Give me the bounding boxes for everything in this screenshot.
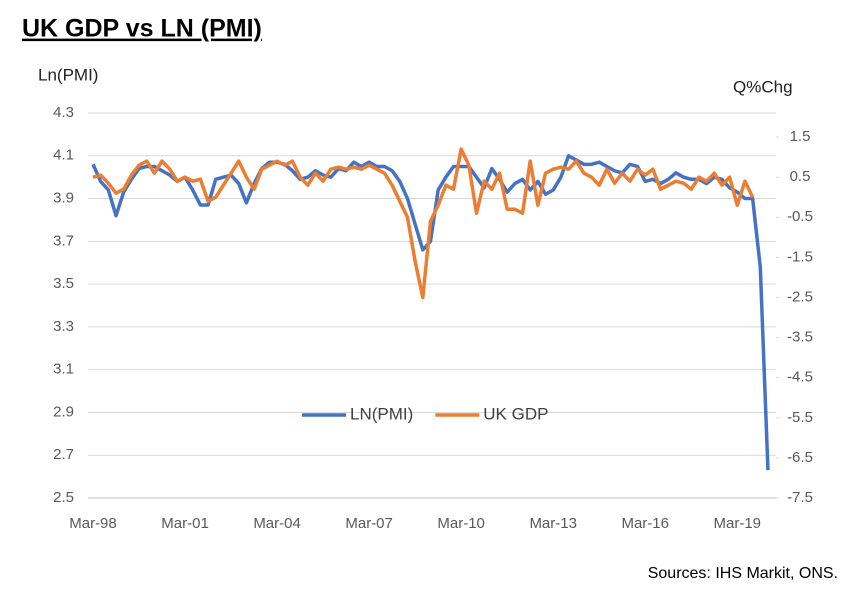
y2-tick-label: -7.5 xyxy=(787,489,813,506)
source-note: Sources: IHS Markit, ONS. xyxy=(648,565,838,582)
x-tick-label: Mar-10 xyxy=(437,515,485,532)
y2-tick-label: 1.5 xyxy=(790,128,811,145)
y-tick-label: 3.5 xyxy=(53,275,74,292)
series-line xyxy=(91,154,770,471)
y-tick-label: 3.9 xyxy=(53,190,74,207)
y2-tick-label: -1.5 xyxy=(787,248,813,265)
y2-axis-title: Q%Chg xyxy=(733,77,793,96)
chart-title: UK GDP vs LN (PMI) xyxy=(22,15,262,43)
x-tick-label: Mar-01 xyxy=(161,515,209,532)
y2-tick-label: -2.5 xyxy=(787,288,813,305)
y-tick-label: 3.1 xyxy=(53,361,74,378)
x-tick-label: Mar-16 xyxy=(621,515,669,532)
legend-label: LN(PMI) xyxy=(350,404,413,423)
y2-tick-label: -3.5 xyxy=(787,329,813,346)
series-line xyxy=(92,147,755,300)
x-tick-label: Mar-13 xyxy=(529,515,577,532)
legend-label: UK GDP xyxy=(483,404,548,423)
y-axis-title: Ln(PMI) xyxy=(38,65,98,84)
y2-tick-label: -5.5 xyxy=(787,409,813,426)
x-tick-label: Mar-19 xyxy=(714,515,762,532)
y-tick-label: 3.3 xyxy=(53,318,74,335)
y2-tick-label: -4.5 xyxy=(787,369,813,386)
y2-tick-label: -6.5 xyxy=(787,449,813,466)
y-tick-label: 4.3 xyxy=(53,104,74,121)
y-tick-label: 3.7 xyxy=(53,232,74,249)
y2-tick-label: -0.5 xyxy=(787,208,813,225)
x-tick-label: Mar-04 xyxy=(253,515,301,532)
y2-tick-label: 0.5 xyxy=(790,168,811,185)
x-tick-label: Mar-07 xyxy=(345,515,393,532)
y-tick-label: 2.5 xyxy=(53,489,74,506)
y-tick-label: 4.1 xyxy=(53,147,74,164)
y-tick-label: 2.7 xyxy=(53,446,74,463)
y-tick-label: 2.9 xyxy=(53,403,74,420)
x-tick-label: Mar-98 xyxy=(69,515,117,532)
